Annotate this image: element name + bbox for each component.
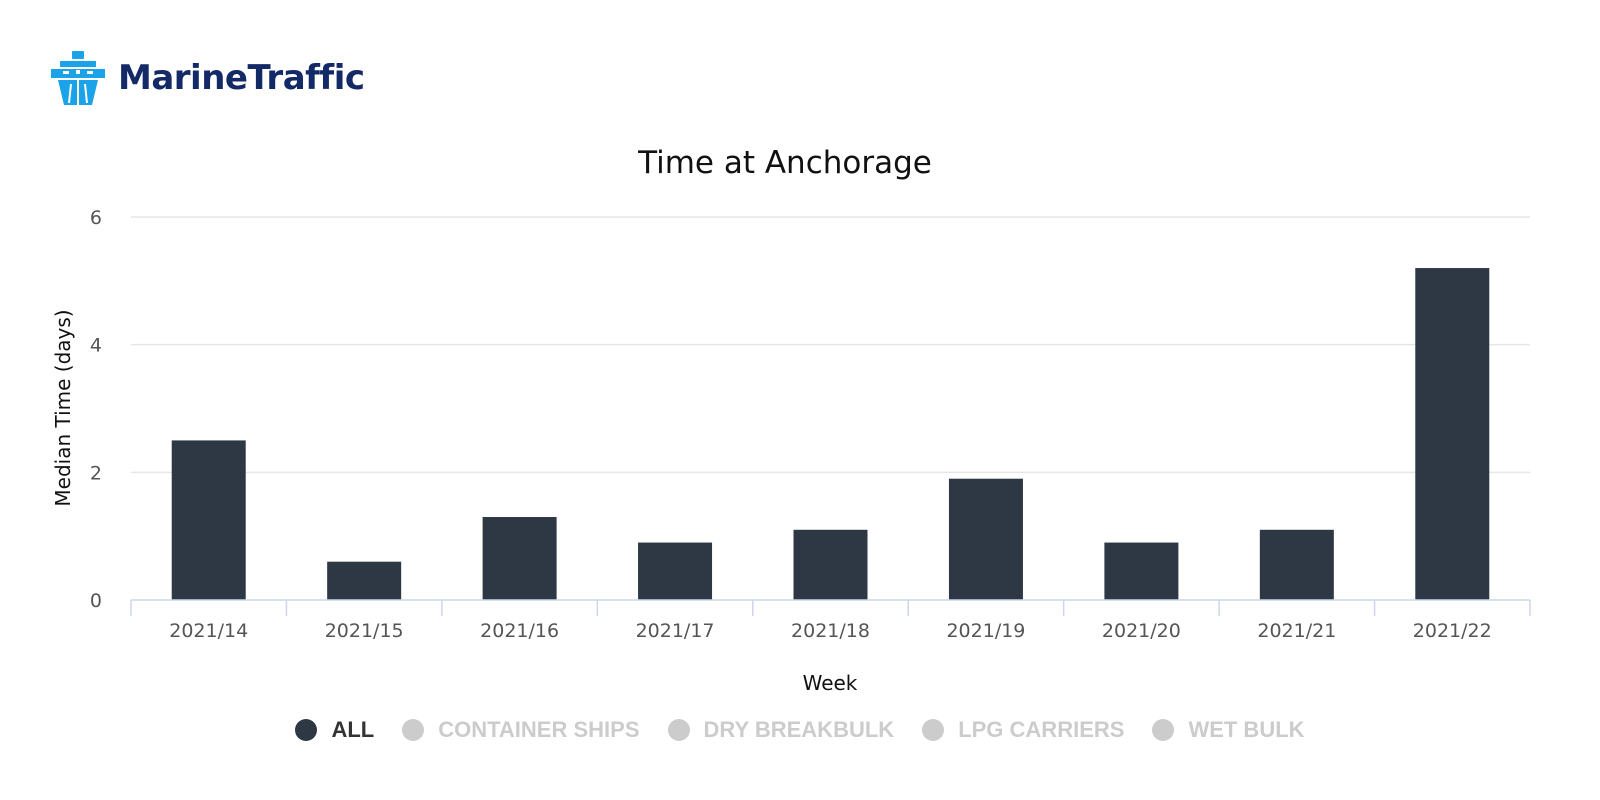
- bar-2021-19[interactable]: [948, 478, 1023, 600]
- y-tick-label: 2: [90, 462, 102, 484]
- legend-dot-icon: [295, 719, 318, 741]
- gridlines: [131, 216, 1530, 474]
- brand-logo: MarineTraffic: [50, 50, 365, 106]
- y-axis: 0 2 4 6: [90, 207, 102, 612]
- legend-label: CONTAINER SHIPS: [438, 717, 640, 742]
- legend-item-lpg-carriers[interactable]: LPG CARRIERS: [922, 717, 1124, 743]
- x-tick-label: 2021/22: [1413, 620, 1492, 642]
- bar-2021-22[interactable]: [1415, 268, 1490, 600]
- brand-name: MarineTraffic: [118, 58, 365, 98]
- bar-2021-21[interactable]: [1259, 529, 1334, 600]
- x-tick-label: 2021/20: [1102, 620, 1181, 642]
- chart-title: Time at Anchorage: [637, 145, 932, 181]
- legend-dot-icon: [1152, 719, 1175, 741]
- x-axis: 2021/14 2021/15 2021/16 2021/17 2021/18 2021/…: [130, 599, 1531, 642]
- bar-2021-18[interactable]: [793, 529, 868, 600]
- chart-legend: ALL CONTAINER SHIPS DRY BREAKBULK LPG CARRI…: [0, 712, 1600, 748]
- legend-label: DRY BREAKBULK: [703, 717, 895, 742]
- bar-series-all: [171, 268, 1490, 600]
- legend-dot-icon: [922, 719, 945, 741]
- legend-item-container-ships[interactable]: CONTAINER SHIPS: [402, 717, 640, 743]
- legend-label: ALL: [331, 717, 375, 742]
- x-tick-label: 2021/16: [480, 620, 559, 642]
- x-tick-label: 2021/15: [325, 620, 404, 642]
- legend-item-wet-bulk[interactable]: WET BULK: [1152, 717, 1305, 743]
- legend-item-all[interactable]: ALL: [295, 717, 374, 743]
- x-tick-label: 2021/21: [1257, 620, 1336, 642]
- x-tick-label: 2021/19: [946, 620, 1025, 642]
- y-axis-title: Median Time (days): [51, 309, 75, 506]
- bar-2021-15[interactable]: [327, 561, 402, 600]
- legend-label: WET BULK: [1188, 717, 1305, 742]
- bar-2021-20[interactable]: [1104, 542, 1179, 600]
- x-tick-label: 2021/17: [636, 620, 715, 642]
- bar-2021-14[interactable]: [171, 440, 246, 600]
- y-tick-label: 0: [90, 590, 102, 612]
- legend-dot-icon: [402, 719, 425, 741]
- y-tick-label: 4: [90, 335, 102, 357]
- legend-dot-icon: [667, 719, 690, 741]
- bar-chart: Time at Anchorage 2021/14 2021/15 2021/16 2…: [51, 145, 1531, 695]
- x-axis-title: Week: [803, 671, 858, 695]
- legend-label: LPG CARRIERS: [958, 717, 1125, 742]
- ship-bow-icon: [51, 51, 105, 105]
- x-tick-label: 2021/18: [791, 620, 870, 642]
- bar-2021-17[interactable]: [638, 542, 713, 600]
- legend-item-dry-breakbulk[interactable]: DRY BREAKBULK: [667, 717, 895, 743]
- bar-2021-16[interactable]: [482, 517, 557, 600]
- y-tick-label: 6: [90, 207, 102, 229]
- x-tick-label: 2021/14: [169, 620, 248, 642]
